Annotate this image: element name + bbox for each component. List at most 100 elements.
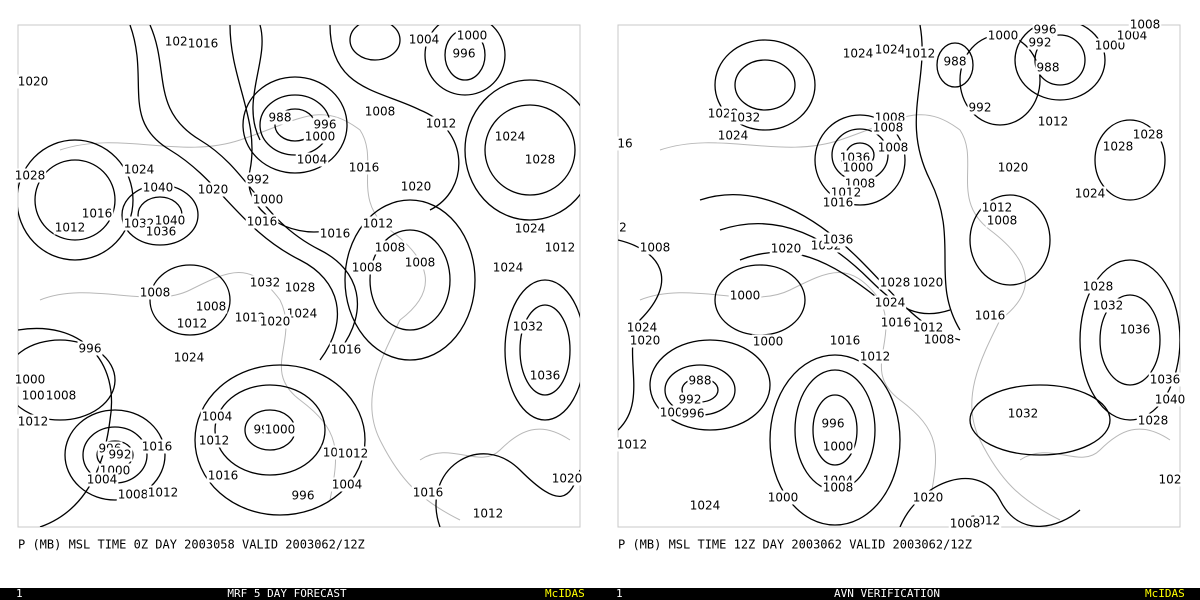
contour-label: 1032: [1093, 299, 1124, 313]
label-bg: [77, 341, 103, 356]
label-bg: [295, 152, 329, 167]
label-bg: [841, 160, 875, 175]
contour-label: 992: [969, 101, 992, 115]
contour-label: 1040: [143, 181, 174, 195]
contour-label: 1008: [878, 141, 909, 155]
label-bg: [1091, 298, 1125, 313]
contour-label: 1012: [426, 117, 457, 131]
contour-label: 1000: [457, 29, 488, 43]
label-bg: [44, 388, 78, 403]
contour-label: 1008: [405, 256, 436, 270]
contour-label: 1012: [473, 507, 504, 521]
label-bg: [821, 195, 855, 210]
label-bg: [550, 471, 584, 486]
contour-label: 1008: [987, 214, 1018, 228]
label-bg: [543, 240, 577, 255]
label-bg: [196, 182, 230, 197]
label-bg: [186, 36, 220, 51]
label-bg: [197, 433, 231, 448]
label-bg: [330, 477, 364, 492]
contour-label: 1028: [15, 169, 46, 183]
contour-label: 988: [689, 374, 712, 388]
contour-label: 1020: [630, 334, 661, 348]
label-bg: [206, 468, 240, 483]
label-bg: [1128, 17, 1162, 32]
contour-label: 1012: [55, 221, 86, 235]
label-bg: [399, 179, 433, 194]
contour-label: 1004: [409, 33, 440, 47]
label-bg: [528, 368, 562, 383]
label-bg: [769, 241, 803, 256]
label-bg: [140, 439, 174, 454]
contour-label: 1016: [830, 334, 861, 348]
contour-label: 1004: [202, 410, 233, 424]
label-bg: [153, 213, 187, 228]
contour-label: 1008: [118, 488, 149, 502]
label-bg: [625, 320, 659, 335]
label-bg: [146, 485, 180, 500]
label-bg: [251, 192, 285, 207]
label-bg: [1118, 322, 1152, 337]
label-bg: [451, 46, 477, 61]
label-bg: [363, 104, 397, 119]
label-bg: [1153, 392, 1187, 407]
label-bg: [728, 110, 762, 125]
contour-label: 1008: [140, 286, 171, 300]
contour-label: 1016: [413, 486, 444, 500]
contour-label: 988: [269, 111, 292, 125]
contour-label: 1000: [253, 193, 284, 207]
label-bg: [615, 437, 649, 452]
contour-label: 1032: [513, 320, 544, 334]
label-bg: [245, 172, 271, 187]
contour-label: 1016: [142, 440, 173, 454]
label-bg: [911, 490, 945, 505]
contour-label: 1008: [640, 241, 671, 255]
contour-label: 1032: [1008, 407, 1039, 421]
contour-label: 16: [617, 137, 632, 151]
contours: [18, 25, 580, 527]
label-bg: [986, 28, 1020, 43]
label-bg: [680, 406, 706, 421]
contour-label: 1024: [690, 499, 721, 513]
label-bg: [1035, 60, 1061, 75]
contour-label: 1004: [297, 153, 328, 167]
label-bg: [821, 439, 855, 454]
contour-label: 1012: [148, 486, 179, 500]
label-bg: [107, 447, 133, 462]
label-bg: [751, 334, 785, 349]
contour-label: 1004: [87, 473, 118, 487]
contour-label: 1000: [730, 289, 761, 303]
contour-label: 1020: [552, 472, 583, 486]
label-bg: [728, 288, 762, 303]
brand: McIDAS: [545, 587, 585, 600]
contour-label: 1016: [331, 343, 362, 357]
contour-label: 1012: [1038, 115, 1069, 129]
contour-label: 992: [679, 393, 702, 407]
contour-label: 992: [1029, 36, 1052, 50]
label-bg: [1006, 406, 1040, 421]
label-bg: [513, 221, 547, 236]
contour-label: 996: [453, 47, 476, 61]
label-bg: [407, 32, 441, 47]
contour-label: 1028: [285, 281, 316, 295]
contour-label: 1000: [753, 335, 784, 349]
contour-label: 1020: [913, 491, 944, 505]
label-bg: [821, 232, 855, 247]
label-bg: [141, 180, 175, 195]
contour-label: 1012: [913, 321, 944, 335]
contour-label: 1000: [15, 373, 46, 387]
panel-title: MRF 5 DAY FORECAST: [227, 587, 347, 600]
label-bg: [248, 275, 282, 290]
contour-label: 1008: [46, 389, 77, 403]
contour-label: 1028: [1138, 414, 1169, 428]
contour-label: 1000: [988, 29, 1019, 43]
label-bg: [820, 416, 846, 431]
contour-label: 1024: [627, 321, 658, 335]
contour-label: 1032: [730, 111, 761, 125]
label-bg: [1027, 35, 1053, 50]
label-bg: [233, 310, 267, 325]
contour-label: 1012: [338, 447, 369, 461]
contour-label: 1024: [493, 261, 524, 275]
contour-label: 1024: [495, 130, 526, 144]
label-bg: [13, 372, 47, 387]
